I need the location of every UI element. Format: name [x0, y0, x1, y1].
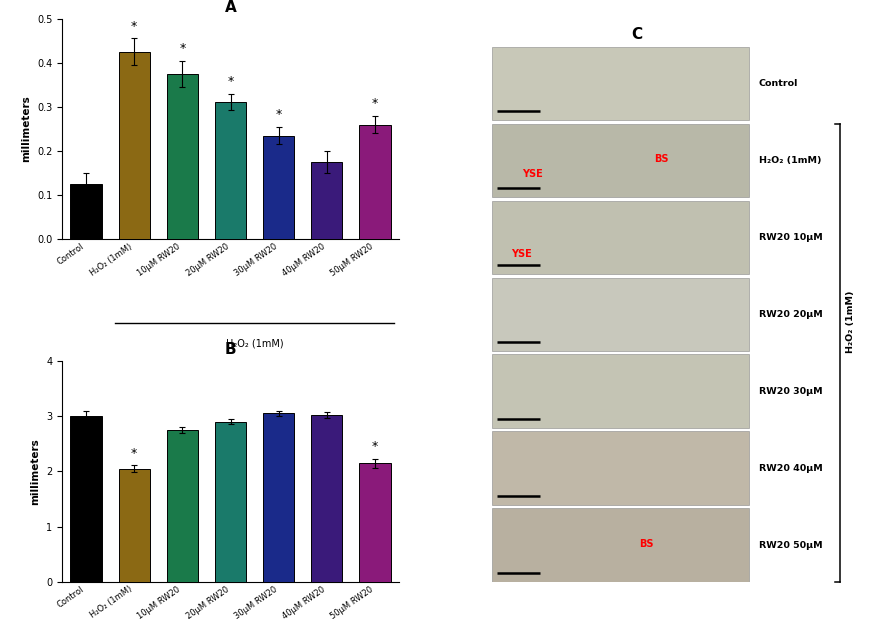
Text: *: *: [228, 75, 234, 88]
Text: YSE: YSE: [523, 169, 543, 179]
Title: B: B: [225, 342, 237, 357]
Bar: [71, 416, 102, 582]
Y-axis label: millimeters: millimeters: [21, 96, 31, 162]
Bar: [215, 422, 246, 582]
Bar: [492, 46, 750, 120]
Text: C: C: [632, 27, 642, 42]
Text: RW20 30μM: RW20 30μM: [759, 387, 822, 396]
Bar: [492, 508, 750, 582]
Text: Control: Control: [759, 79, 798, 88]
Text: H₂O₂ (1mM): H₂O₂ (1mM): [845, 290, 854, 353]
Text: BS: BS: [639, 539, 653, 549]
Title: A: A: [225, 0, 237, 15]
Text: RW20 50μM: RW20 50μM: [759, 540, 822, 550]
Bar: [311, 415, 343, 582]
Y-axis label: millimeters: millimeters: [30, 438, 41, 504]
Bar: [119, 52, 150, 240]
Bar: [263, 413, 294, 582]
Text: *: *: [131, 20, 137, 33]
Bar: [492, 277, 750, 351]
Bar: [311, 162, 343, 240]
Text: RW20 10μM: RW20 10μM: [759, 233, 823, 242]
Bar: [167, 430, 198, 582]
Bar: [492, 355, 750, 428]
Text: *: *: [131, 447, 137, 460]
Bar: [263, 136, 294, 240]
Text: *: *: [276, 108, 282, 121]
Text: *: *: [372, 97, 378, 110]
Text: H₂O₂ (1mM): H₂O₂ (1mM): [226, 339, 284, 349]
Bar: [167, 74, 198, 240]
Text: RW20 20μM: RW20 20μM: [759, 310, 823, 319]
Text: *: *: [372, 440, 378, 453]
Text: BS: BS: [654, 154, 669, 164]
Bar: [215, 102, 246, 240]
Bar: [492, 124, 750, 197]
Text: YSE: YSE: [511, 249, 532, 259]
Bar: [492, 201, 750, 274]
Bar: [71, 184, 102, 240]
Text: H₂O₂ (1mM): H₂O₂ (1mM): [759, 156, 821, 165]
Bar: [360, 463, 391, 582]
Text: *: *: [179, 42, 185, 55]
Bar: [119, 469, 150, 582]
Bar: [360, 124, 391, 240]
Text: RW20 40μM: RW20 40μM: [759, 464, 823, 473]
Bar: [492, 431, 750, 505]
